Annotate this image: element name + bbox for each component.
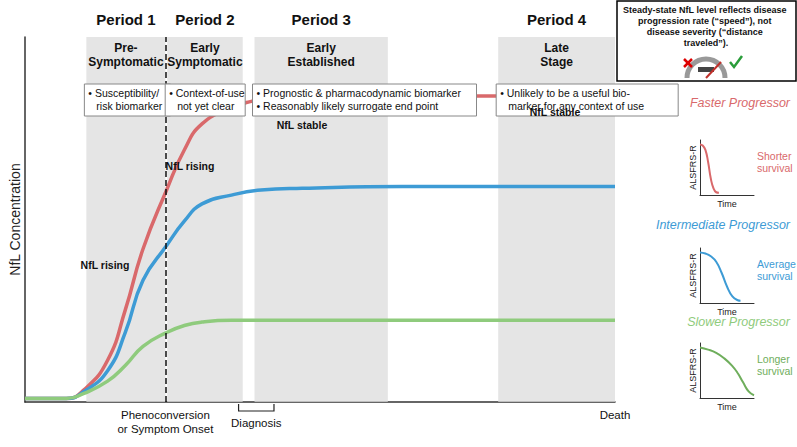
svg-text:Late: Late: [544, 41, 569, 55]
svg-text:Shorter: Shorter: [757, 150, 792, 162]
svg-text:Phenoconversion: Phenoconversion: [121, 409, 210, 421]
svg-text:ALSFRS-R: ALSFRS-R: [688, 253, 698, 298]
svg-text:• Context-of-use: • Context-of-use: [169, 87, 245, 99]
svg-text:Average: Average: [757, 258, 796, 270]
svg-text:NfL Concentration: NfL Concentration: [7, 163, 23, 275]
svg-text:Steady-state NfL level reflect: Steady-state NfL level reflects disease: [623, 5, 789, 15]
svg-text:survival: survival: [757, 162, 793, 174]
svg-text:survival: survival: [757, 270, 793, 282]
svg-text:• Susceptibility/: • Susceptibility/: [88, 87, 159, 99]
svg-text:Symptomatic: Symptomatic: [88, 55, 164, 69]
svg-text:survival: survival: [757, 365, 793, 377]
svg-text:Early: Early: [190, 41, 220, 55]
svg-text:Stage: Stage: [540, 55, 573, 69]
svg-text:Slower Progressor: Slower Progressor: [687, 315, 791, 329]
svg-text:Longer: Longer: [757, 353, 790, 365]
svg-text:not yet clear: not yet clear: [177, 100, 235, 112]
svg-text:Pre-: Pre-: [114, 41, 137, 55]
svg-text:NfL stable: NfL stable: [277, 119, 328, 131]
svg-text:NfL rising: NfL rising: [81, 259, 130, 271]
svg-text:Established: Established: [288, 55, 355, 69]
svg-text:NfL stable: NfL stable: [530, 106, 581, 118]
svg-text:• Reasonably likely surrogate: • Reasonably likely surrogate end point: [257, 100, 439, 112]
svg-text:Intermediate Progressor: Intermediate Progressor: [656, 218, 791, 232]
svg-text:or Symptom Onset: or Symptom Onset: [117, 423, 214, 435]
svg-text:Period 2: Period 2: [175, 11, 234, 28]
svg-text:Period 3: Period 3: [292, 11, 351, 28]
svg-text:ALSFRS-R: ALSFRS-R: [688, 145, 698, 190]
svg-text:ALSFRS-R: ALSFRS-R: [688, 348, 698, 393]
svg-text:Faster Progressor: Faster Progressor: [690, 96, 791, 110]
svg-text:Early: Early: [307, 41, 337, 55]
svg-text:Time: Time: [717, 402, 737, 412]
svg-text:Death: Death: [600, 409, 631, 421]
svg-text:risk biomarker: risk biomarker: [96, 100, 162, 112]
svg-text:NfL rising: NfL rising: [166, 160, 215, 172]
svg-text:• Prognostic & pharmacodynamic: • Prognostic & pharmacodynamic biomarker: [257, 87, 462, 99]
svg-text:disease severity (“distance: disease severity (“distance: [647, 27, 766, 37]
svg-text:Period 4: Period 4: [527, 11, 587, 28]
svg-text:Symptomatic: Symptomatic: [167, 55, 243, 69]
svg-text:traveled”).: traveled”).: [684, 38, 729, 48]
svg-text:Time: Time: [717, 306, 737, 317]
svg-text:Diagnosis: Diagnosis: [231, 417, 282, 429]
svg-text:Period 1: Period 1: [96, 11, 155, 28]
svg-text:• Unlikely to be a useful bio-: • Unlikely to be a useful bio-: [500, 87, 630, 99]
svg-text:progression rate (“speed”), no: progression rate (“speed”), not: [638, 16, 774, 26]
svg-text:marker for any context of use: marker for any context of use: [508, 99, 645, 112]
svg-text:Time: Time: [717, 199, 737, 209]
